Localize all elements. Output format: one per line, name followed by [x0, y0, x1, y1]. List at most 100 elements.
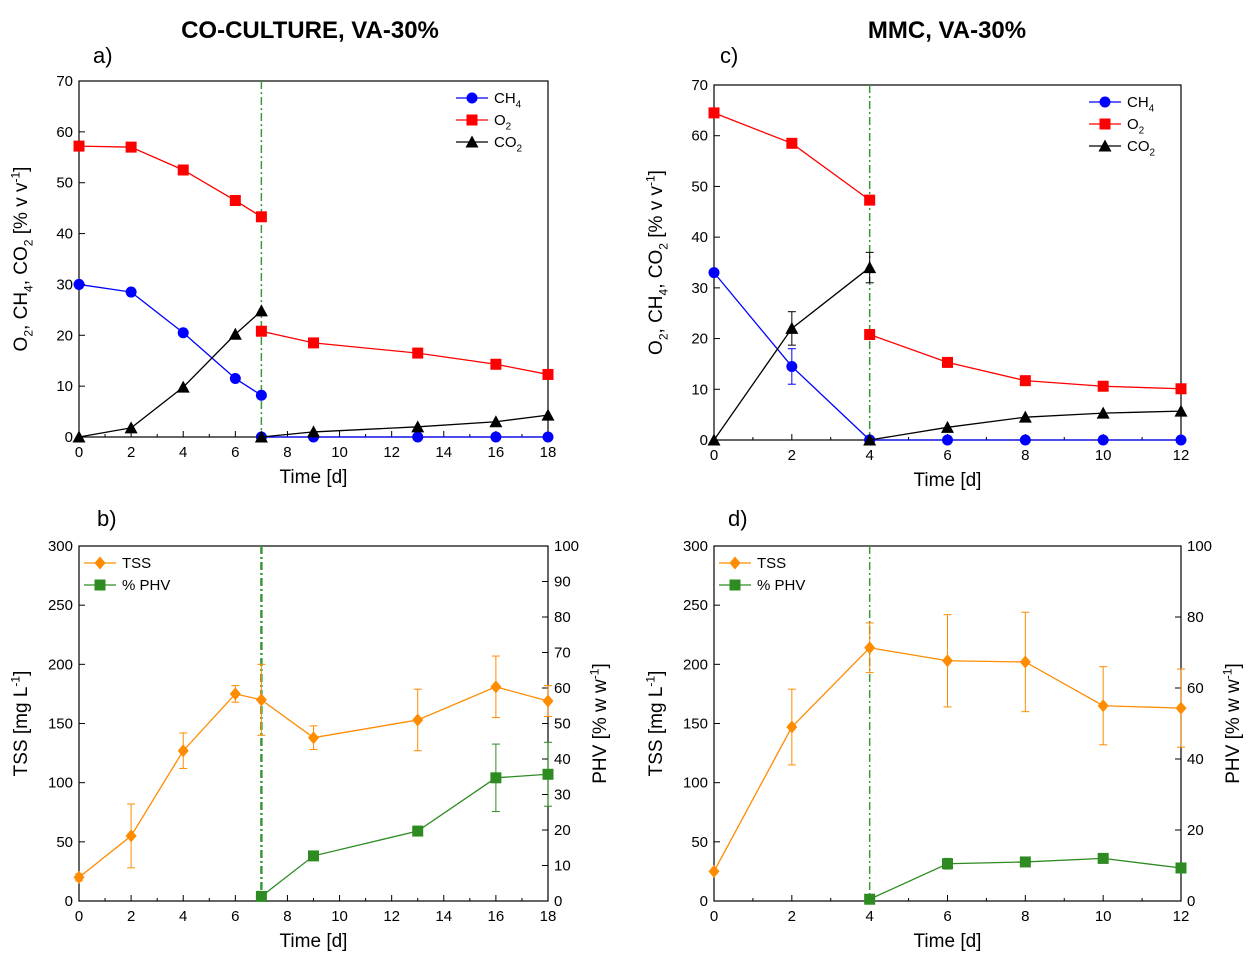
data-point [177, 744, 189, 758]
data-point [786, 360, 798, 372]
y-tick-label: 40 [56, 226, 73, 243]
y2-tick-label: 40 [1187, 751, 1204, 768]
data-point [229, 373, 241, 385]
data-point [542, 368, 554, 380]
legend-marker [729, 556, 741, 570]
data-point [942, 654, 953, 668]
legend: CH4​O2​CO2​ [456, 90, 523, 155]
data-point [176, 380, 190, 393]
data-point [308, 850, 319, 862]
plot-frame [713, 545, 1182, 902]
y2-tick-label: 80 [554, 609, 571, 626]
y-tick-label: 60 [56, 124, 73, 141]
x-tick-label: 18 [540, 908, 557, 925]
data-point [541, 408, 555, 421]
data-point [708, 267, 720, 279]
data-point [1174, 404, 1188, 417]
legend-label: % PHV [122, 577, 170, 594]
data-point [1019, 856, 1031, 868]
data-point [1096, 406, 1110, 419]
y-tick-label: 100 [48, 775, 73, 792]
legend-label: O2​ [494, 112, 512, 133]
y2-tick-label: 60 [1187, 680, 1204, 697]
data-point [786, 720, 798, 734]
data-point [254, 430, 268, 443]
x-tick-label: 4 [865, 908, 873, 925]
x-tick-label: 16 [488, 908, 505, 925]
data-point [308, 731, 319, 745]
y2-tick-label: 0 [1187, 893, 1195, 910]
y-tick-label: 70 [56, 73, 73, 90]
y2-tick-label: 80 [1187, 609, 1204, 626]
chart-panel-d: d)0 2 4 6 8 10 1205010015020025030002040608010… [643, 506, 1244, 952]
data-point [255, 693, 267, 707]
left-figure-title: CO-CULTURE, VA-30% [181, 17, 439, 44]
y-tick-label: 20 [691, 331, 708, 348]
legend: TSS % PHV [719, 555, 805, 594]
x-tick-label: 18 [540, 444, 557, 461]
legend-marker [465, 135, 479, 148]
y-tick-label: 30 [56, 276, 73, 293]
panel-label: d) [728, 506, 748, 531]
series-tss [73, 655, 554, 884]
data-point [412, 431, 424, 443]
legend-label: TSS [757, 555, 786, 572]
y2-tick-label: 70 [554, 645, 571, 662]
data-point [489, 415, 503, 428]
x-tick-label: 2 [788, 908, 796, 925]
x-tick-label: 2 [127, 444, 135, 461]
x-tick-label: 8 [283, 444, 291, 461]
data-point [542, 694, 554, 708]
data-point [942, 434, 953, 446]
y2-tick-label: 50 [554, 716, 571, 733]
y2-tick-label: 60 [554, 680, 571, 697]
panel-label: c) [720, 43, 738, 68]
series-ch4 [73, 278, 554, 443]
data-point [412, 713, 424, 727]
data-point [864, 893, 876, 905]
data-point [125, 286, 137, 298]
data-point [864, 194, 876, 206]
series-line [713, 112, 871, 201]
data-point [1175, 383, 1187, 395]
data-point [863, 261, 877, 274]
data-point [254, 304, 268, 317]
data-point [73, 140, 85, 152]
data-point [72, 430, 86, 443]
y-tick-label: 250 [683, 597, 708, 614]
y-tick-label: 50 [56, 834, 73, 851]
y-tick-label: 70 [691, 77, 708, 94]
x-tick-label: 14 [435, 908, 452, 925]
chart-panel-c: c) 0 2 4 6 8 10 12 0 10 20 30 40 50 60 70 Time [d] O2​, C… [643, 43, 1189, 491]
data-point [1175, 701, 1187, 715]
y-tick-label: 300 [683, 538, 708, 555]
x-tick-label: 10 [1095, 447, 1112, 464]
x-tick-label: 6 [943, 908, 951, 925]
x-tick-label: 12 [383, 444, 400, 461]
x-tick-label: 16 [488, 444, 505, 461]
y-tick-label: 150 [48, 716, 73, 733]
chart-panel-a: a) 0 2 4 6 8 10 12 14 16 18 0 10 20 30 40 50 60 70 Time [d]… [8, 43, 556, 488]
x-tick-label: 0 [75, 908, 83, 925]
x-axis-title: Time [d] [280, 931, 348, 952]
series-o2 [73, 140, 554, 380]
legend-marker [94, 579, 106, 591]
series-o2 [708, 107, 1187, 395]
data-point [412, 825, 424, 837]
series-co2 [72, 304, 555, 443]
x-tick-label: 12 [1173, 908, 1190, 925]
legend-label: % PHV [757, 577, 805, 594]
legend-marker [94, 556, 106, 570]
data-point [1019, 434, 1031, 446]
y-axis-title: O2​, CH4​, CO2​ [% v v-1​] [8, 167, 35, 352]
data-point [228, 327, 242, 340]
series-tss [708, 611, 1187, 878]
data-point [255, 211, 267, 223]
y2-tick-label: 20 [554, 822, 571, 839]
y2-tick-label: 100 [554, 538, 579, 555]
legend-label: CO2​ [494, 134, 523, 155]
y-axis-title: O2​, CH4​, CO2​ [% v v-1​] [643, 170, 670, 355]
series-line [261, 414, 549, 438]
data-point [490, 358, 502, 370]
